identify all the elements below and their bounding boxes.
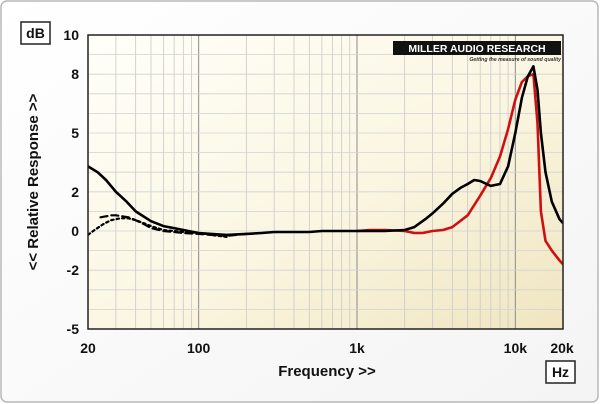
series-layer — [88, 65, 563, 266]
series-line-3 — [99, 214, 248, 237]
series-line-2 — [88, 65, 563, 237]
y-axis-title: << Relative Response >> — [25, 93, 42, 270]
y-tick-label: -2 — [67, 262, 80, 278]
y-tick-label: 2 — [71, 184, 79, 200]
x-unit-badge: Hz — [545, 360, 576, 384]
logo-text: MILLER AUDIO RESEARCH — [408, 43, 545, 55]
logo-bar — [393, 41, 561, 55]
y-tick-label: 0 — [71, 223, 79, 239]
y-unit-label: dB — [26, 25, 45, 41]
y-tick-label: 10 — [63, 27, 79, 43]
x-tick-label: 20k — [550, 340, 574, 356]
plot-area — [88, 35, 563, 329]
y-unit-badge: dB — [20, 21, 51, 45]
series-line-1 — [355, 72, 563, 266]
x-tick-label: 100 — [187, 340, 211, 356]
logo-tagline: Getting the measure of sound quality — [469, 57, 562, 63]
y-unit-box — [20, 21, 51, 45]
x-axis-title: Frequency >> — [278, 363, 376, 380]
x-tick-labels: 20 100 1k 10k 20k — [80, 340, 574, 356]
plot-border — [87, 34, 564, 330]
x-tick-label: 10k — [504, 340, 528, 356]
y-tick-label: 8 — [71, 66, 79, 82]
x-tick-label: 1k — [349, 340, 365, 356]
y-tick-labels: 10 8 5 2 0 -2 -5 — [63, 27, 79, 337]
x-unit-box — [545, 360, 576, 384]
y-tick-label: -5 — [67, 321, 80, 337]
y-tick-label: 5 — [71, 125, 79, 141]
logo: MILLER AUDIO RESEARCH Getting the measur… — [393, 41, 562, 63]
x-tick-label: 20 — [80, 340, 96, 356]
x-unit-label: Hz — [552, 364, 569, 380]
